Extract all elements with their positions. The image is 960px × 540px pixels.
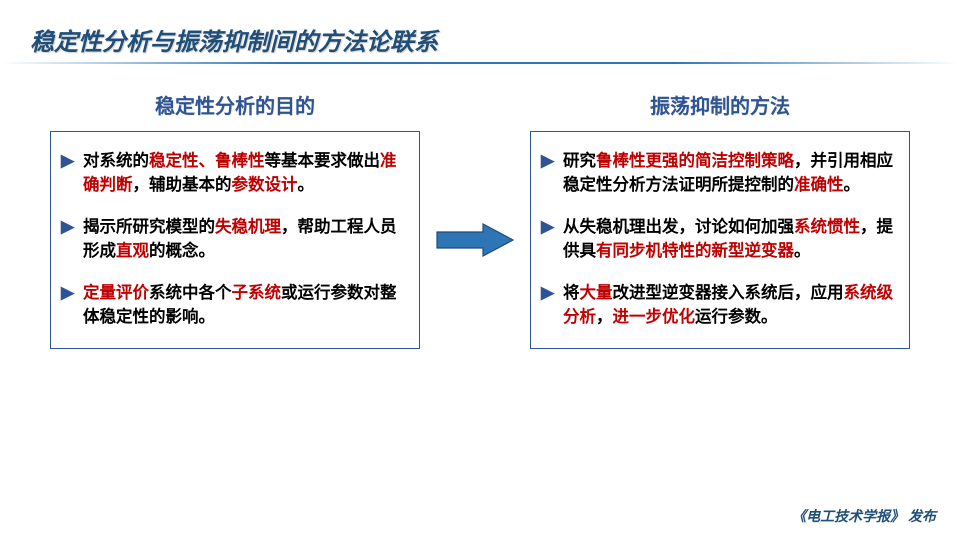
- highlight-text: 参数设计: [232, 176, 298, 194]
- highlight-text: 直观: [116, 242, 149, 260]
- highlight-text: 鲁棒性更强的简洁控制策略: [596, 152, 794, 170]
- plain-text: 从失稳机理出发，讨论如何加强: [563, 218, 794, 236]
- plain-text: 研究: [563, 152, 596, 170]
- triangle-bullet-icon: ▶: [61, 282, 83, 305]
- plain-text: 系统中各个: [149, 284, 232, 302]
- right-box: ▶研究鲁棒性更强的简洁控制策略，并引用相应稳定性分析方法证明所提控制的准确性。▶…: [530, 131, 910, 349]
- bullet-text: 揭示所研究模型的失稳机理，帮助工程人员形成直观的概念。: [83, 216, 405, 264]
- bullet-item: ▶对系统的稳定性、鲁棒性等基本要求做出准确判断，辅助基本的参数设计。: [61, 150, 405, 198]
- bullet-item: ▶定量评价系统中各个子系统或运行参数对整体稳定性的影响。: [61, 282, 405, 330]
- content-row: 稳定性分析的目的 ▶对系统的稳定性、鲁棒性等基本要求做出准确判断，辅助基本的参数…: [50, 90, 910, 349]
- plain-text: 运行参数。: [695, 308, 778, 326]
- right-column: 振荡抑制的方法 ▶研究鲁棒性更强的简洁控制策略，并引用相应稳定性分析方法证明所提…: [530, 90, 910, 349]
- plain-text: ，辅助基本的: [133, 176, 232, 194]
- triangle-bullet-icon: ▶: [541, 216, 563, 239]
- bullet-text: 定量评价系统中各个子系统或运行参数对整体稳定性的影响。: [83, 282, 405, 330]
- bullet-text: 从失稳机理出发，讨论如何加强系统惯性，提供具有同步机特性的新型逆变器。: [563, 216, 895, 264]
- left-column: 稳定性分析的目的 ▶对系统的稳定性、鲁棒性等基本要求做出准确判断，辅助基本的参数…: [50, 90, 420, 349]
- footer-suffix: 发布: [908, 508, 936, 524]
- plain-text: 的概念。: [149, 242, 215, 260]
- right-heading: 振荡抑制的方法: [650, 90, 790, 119]
- plain-text: 。: [844, 176, 861, 194]
- plain-text: 将: [563, 284, 580, 302]
- triangle-bullet-icon: ▶: [61, 150, 83, 173]
- highlight-text: 有同步机特性的新型逆变器: [596, 242, 794, 260]
- left-heading: 稳定性分析的目的: [155, 90, 315, 119]
- plain-text: 改进型逆变器接入系统后，应用: [613, 284, 844, 302]
- footer: 《电工技术学报》 发布: [792, 506, 936, 526]
- plain-text: 。: [794, 242, 811, 260]
- bullet-item: ▶将大量改进型逆变器接入系统后，应用系统级分析，进一步优化运行参数。: [541, 282, 895, 330]
- triangle-bullet-icon: ▶: [541, 150, 563, 173]
- highlight-text: 定量评价: [83, 284, 149, 302]
- highlight-text: 准确性: [794, 176, 844, 194]
- highlight-text: 大量: [580, 284, 613, 302]
- highlight-text: 子系统: [232, 284, 282, 302]
- plain-text: 揭示所研究模型的: [83, 218, 215, 236]
- bullet-text: 研究鲁棒性更强的简洁控制策略，并引用相应稳定性分析方法证明所提控制的准确性。: [563, 150, 895, 198]
- title-underline: [0, 62, 960, 64]
- slide-title: 稳定性分析与振荡抑制间的方法论联系: [30, 22, 438, 57]
- triangle-bullet-icon: ▶: [61, 216, 83, 239]
- plain-text: 对系统的: [83, 152, 149, 170]
- arrow-container: [430, 90, 520, 260]
- bullet-text: 将大量改进型逆变器接入系统后，应用系统级分析，进一步优化运行参数。: [563, 282, 895, 330]
- highlight-text: 系统惯性: [794, 218, 860, 236]
- highlight-text: 失稳机理: [215, 218, 281, 236]
- plain-text: ，: [596, 308, 613, 326]
- bullet-item: ▶研究鲁棒性更强的简洁控制策略，并引用相应稳定性分析方法证明所提控制的准确性。: [541, 150, 895, 198]
- bullet-item: ▶揭示所研究模型的失稳机理，帮助工程人员形成直观的概念。: [61, 216, 405, 264]
- bullet-item: ▶从失稳机理出发，讨论如何加强系统惯性，提供具有同步机特性的新型逆变器。: [541, 216, 895, 264]
- highlight-text: 进一步优化: [613, 308, 696, 326]
- arrow-right-icon: [435, 220, 515, 260]
- footer-journal: 《电工技术学报》: [792, 508, 904, 524]
- plain-text: 。: [298, 176, 315, 194]
- plain-text: 等基本要求做出: [265, 152, 381, 170]
- left-box: ▶对系统的稳定性、鲁棒性等基本要求做出准确判断，辅助基本的参数设计。▶揭示所研究…: [50, 131, 420, 349]
- triangle-bullet-icon: ▶: [541, 282, 563, 305]
- bullet-text: 对系统的稳定性、鲁棒性等基本要求做出准确判断，辅助基本的参数设计。: [83, 150, 405, 198]
- highlight-text: 稳定性、鲁棒性: [149, 152, 265, 170]
